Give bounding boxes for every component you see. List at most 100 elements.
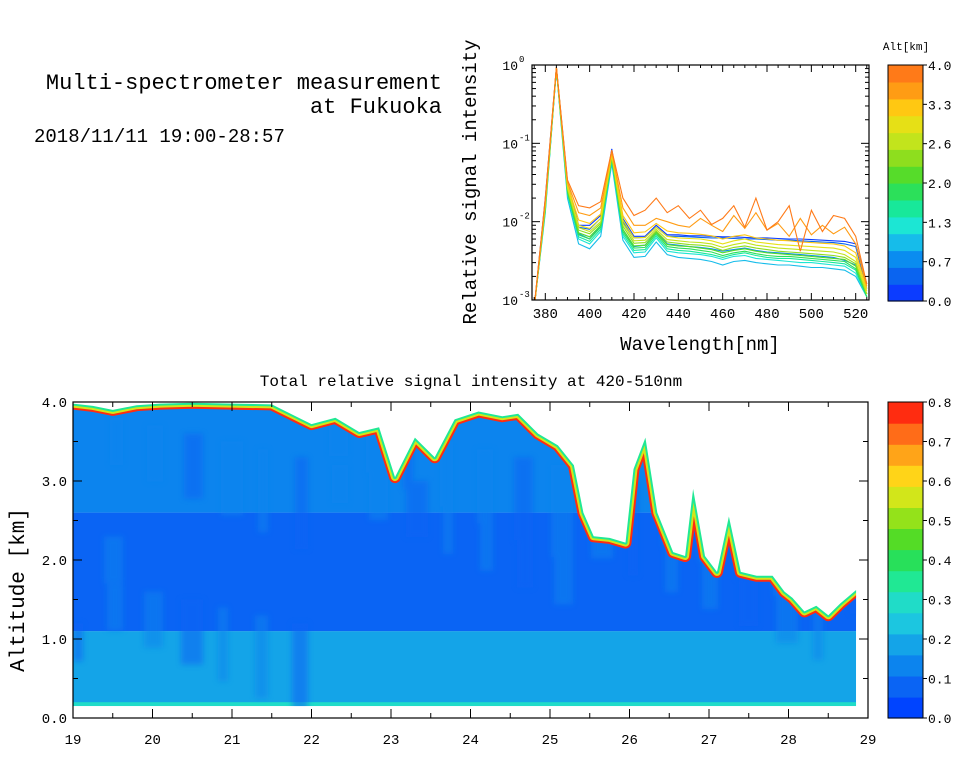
heatmap-x-tick-label: 28 xyxy=(780,733,797,749)
heatmap-texture-cell xyxy=(477,449,493,524)
heatmap-texture-cell xyxy=(628,528,638,576)
intensity-colorbar-tick-label: 0.5 xyxy=(928,515,951,530)
altitude-colorbar-tick-label: 4.0 xyxy=(928,59,951,74)
altitude-colorbar-swatch xyxy=(888,267,923,285)
heatmap-y-tick-label: 2.0 xyxy=(42,554,67,570)
heatmap-texture-cell xyxy=(184,433,203,499)
spectrum-series-line xyxy=(534,68,868,300)
intensity-colorbar: 0.8 0.7 0.6 0.5 0.4 0.3 0.2 0.1 0.0 xyxy=(887,396,952,727)
altitude-colorbar-swatch xyxy=(888,98,923,117)
spectrum-y-tick-label: 10 xyxy=(502,59,518,74)
spectrum-x-axis-label: Wavelength[nm] xyxy=(620,334,780,356)
heatmap-texture-cell xyxy=(218,607,228,682)
altitude-colorbar-tick-label: 3.3 xyxy=(928,98,951,113)
spectrum-series-line xyxy=(534,69,868,300)
measurement-date-range: 2018/11/11 19:00-28:57 xyxy=(34,126,285,148)
altitude-colorbar-tick-label: 0.7 xyxy=(928,256,951,271)
spectrum-series-line xyxy=(534,67,868,300)
heatmap-x-tick-label: 22 xyxy=(303,733,320,749)
spectrum-y-tick-exponent: -3 xyxy=(519,290,530,300)
altitude-colorbar-swatch xyxy=(888,216,923,235)
heatmap-texture-cell xyxy=(147,425,163,482)
intensity-colorbar-ticks: 0.8 0.7 0.6 0.5 0.4 0.3 0.2 0.1 0.0 xyxy=(923,396,952,727)
heatmap-title: Total relative signal intensity at 420-5… xyxy=(260,373,682,391)
intensity-colorbar-swatch xyxy=(888,570,923,593)
altitude-colorbar-swatch xyxy=(888,199,923,218)
heatmap-texture-cell xyxy=(181,599,203,665)
intensity-colorbar-tick-label: 0.1 xyxy=(928,673,952,688)
spectrum-y-tick-exponent: -1 xyxy=(519,133,530,143)
spectrum-series-line xyxy=(534,68,868,300)
spectrum-series-line xyxy=(534,68,868,300)
heatmap-x-tick-label: 21 xyxy=(224,733,241,749)
intensity-colorbar-swatch xyxy=(888,612,923,635)
intensity-colorbar-swatch xyxy=(888,507,923,529)
heatmap-y-tick-label: 0.0 xyxy=(42,712,67,728)
altitude-colorbar-swatch xyxy=(888,132,923,150)
altitude-colorbar-swatch xyxy=(888,233,923,252)
chart-title-block: Multi-spectrometer measurement at Fukuok… xyxy=(10,72,442,120)
heatmap-texture-cell xyxy=(295,457,308,550)
heatmap-layer-band xyxy=(73,631,857,707)
spectrum-series-line xyxy=(534,68,868,300)
intensity-colorbar-tick-label: 0.4 xyxy=(928,554,952,569)
chart-title-line-2: at Fukuoka xyxy=(309,95,442,120)
spectrum-y-tick-label: 10 xyxy=(502,216,518,231)
altitude-colorbar-swatches xyxy=(888,65,923,302)
intensity-colorbar-tick-label: 0.3 xyxy=(928,594,951,609)
heatmap-texture-cell xyxy=(332,465,348,504)
intensity-colorbar-tick-label: 0.2 xyxy=(928,633,951,648)
intensity-colorbar-swatch xyxy=(888,465,923,487)
spectrum-series-group xyxy=(534,67,868,300)
intensity-colorbar-swatch xyxy=(888,486,923,508)
altitude-colorbar-swatch xyxy=(888,149,923,167)
altitude-colorbar: Alt[km] 4.0 3.3 2.6 2.0 1.3 0.7 0.0 xyxy=(883,42,952,310)
spectrum-x-tick-label: 420 xyxy=(621,307,646,323)
intensity-colorbar-swatch xyxy=(888,423,923,445)
intensity-colorbar-tick-label: 0.0 xyxy=(928,712,951,727)
intensity-colorbar-swatch xyxy=(888,591,923,614)
intensity-colorbar-tick-label: 0.6 xyxy=(928,475,951,490)
heatmap-texture-cell xyxy=(514,457,533,541)
heatmap-y-tick-label: 1.0 xyxy=(42,633,67,649)
heatmap-x-tick-label: 26 xyxy=(621,733,638,749)
altitude-colorbar-swatch xyxy=(888,65,923,83)
altitude-colorbar-swatch xyxy=(888,183,923,201)
heatmap-texture-cell xyxy=(443,488,453,554)
heatmap-texture-cell xyxy=(107,583,123,631)
heatmap-x-tick-label: 25 xyxy=(542,733,559,749)
altitude-colorbar-tick-label: 2.0 xyxy=(928,177,951,192)
spectrum-x-tick-label: 520 xyxy=(843,307,868,323)
spectrum-x-tick-label: 380 xyxy=(533,307,558,323)
intensity-colorbar-swatch xyxy=(888,654,923,677)
spectrum-series-line xyxy=(534,68,868,300)
chart-title-line-1: Multi-spectrometer measurement xyxy=(45,71,442,96)
heatmap-texture-cell xyxy=(369,473,388,521)
intensity-colorbar-swatch xyxy=(888,549,923,572)
intensity-colorbar-tick-label: 0.7 xyxy=(928,436,951,451)
spectrum-x-tick-label: 440 xyxy=(666,307,691,323)
spectrum-x-tick-label: 480 xyxy=(754,307,779,323)
altitude-colorbar-tick-label: 2.6 xyxy=(928,138,951,153)
spectrum-series-line xyxy=(534,67,868,300)
altitude-colorbar-swatch xyxy=(888,81,923,100)
heatmap-x-tick-label: 27 xyxy=(701,733,718,749)
heatmap-axes: 19 20 21 22 23 24 25 26 27 28 29 0.0 1.0 2.0 3.0 4.0 xyxy=(42,396,877,749)
spectrum-series-line xyxy=(534,67,868,300)
heatmap-texture-cell xyxy=(73,623,83,662)
altitude-colorbar-swatch xyxy=(888,284,923,302)
altitude-colorbar-swatch xyxy=(888,250,923,268)
spectrum-y-tick-exponent: 0 xyxy=(519,55,524,65)
spectrum-y-tick-label: 10 xyxy=(502,137,518,152)
heatmap-texture-cell xyxy=(144,591,163,648)
intensity-colorbar-swatch xyxy=(888,444,923,466)
heatmap-x-tick-label: 23 xyxy=(383,733,400,749)
intensity-colorbar-swatch xyxy=(888,633,923,656)
heatmap-y-tick-label: 4.0 xyxy=(42,396,67,412)
altitude-colorbar-ticks: 4.0 3.3 2.6 2.0 1.3 0.7 0.0 xyxy=(923,59,951,310)
spectrum-x-tick-label: 460 xyxy=(710,307,735,323)
spectrum-y-tick-exponent: -2 xyxy=(519,212,530,222)
